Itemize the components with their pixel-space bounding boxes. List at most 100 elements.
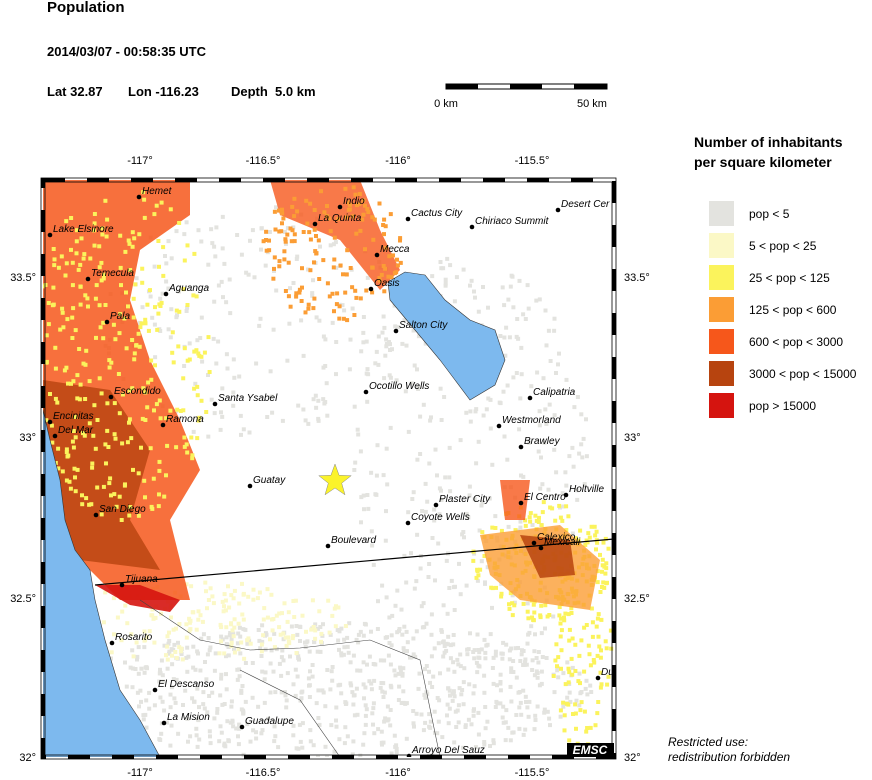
density-cell [90,465,95,470]
density-cell [442,650,447,655]
density-cell [432,709,437,714]
density-cell [379,272,384,277]
density-cell [342,645,347,650]
density-cell [308,669,312,674]
density-cell [332,749,337,754]
density-cell [198,613,203,618]
density-cell [370,543,375,548]
density-cell [405,640,410,645]
density-cell [445,611,450,616]
density-cell [383,635,388,640]
density-cell [532,673,537,678]
density-cell [365,275,370,280]
density-cell [332,235,337,240]
density-cell [311,397,316,402]
density-cell [129,632,134,637]
density-cell [532,727,537,732]
density-cell [471,558,476,563]
density-cell [195,338,200,343]
density-cell [81,431,85,436]
density-cell [170,350,175,355]
city-label: Chiriaco Summit [475,216,550,227]
city-dot [119,582,125,588]
density-cell [301,230,306,234]
lon: Lon -116.23 [128,84,199,99]
density-cell [162,494,167,499]
density-cell [589,524,594,529]
city-dot [160,422,166,428]
density-cell [235,677,240,682]
density-cell [567,627,572,632]
density-cell [385,704,390,709]
density-cell [83,293,88,298]
density-cell [325,281,330,286]
density-cell [291,733,296,738]
density-cell [53,366,58,371]
density-cell [133,667,138,671]
density-cell [369,629,373,634]
footer: redistribution forbidden [668,750,790,764]
density-cell [204,589,208,594]
city-label: Aguanga [168,283,209,294]
density-cell [411,721,416,726]
density-cell [173,700,178,705]
density-cell [530,668,535,672]
density-cell [83,362,88,367]
density-cell [294,291,299,296]
density-cell [141,386,146,391]
density-cell [510,613,515,618]
density-cell [495,683,499,688]
density-cell [136,471,141,476]
density-cell [351,214,355,219]
density-cell [295,209,300,214]
density-cell [208,645,213,650]
density-cell [330,665,335,669]
density-cell [345,635,350,640]
density-cell [111,596,116,601]
density-cell [526,616,531,621]
density-cell [237,374,242,379]
density-cell [274,288,279,293]
density-cell [383,245,388,250]
density-cell [468,419,473,424]
density-cell [558,708,563,713]
density-cell [240,581,244,586]
density-cell [223,598,228,603]
density-cell [540,655,545,659]
map-frame [41,178,616,759]
density-cell [231,403,236,408]
density-cell [581,436,586,441]
density-cell [164,653,168,658]
density-cell [112,492,117,497]
density-cell [552,447,557,452]
density-cell [280,211,285,216]
density-cell [142,638,147,643]
density-cell [376,727,381,732]
density-cell [584,417,588,422]
density-cell [365,367,370,372]
density-cell [380,689,385,694]
density-cell [266,716,271,721]
density-cell [518,700,523,705]
density-cell [214,225,219,230]
density-cell [174,308,179,313]
density-cell [307,683,312,688]
density-cell [235,641,240,646]
density-cell [184,655,189,660]
density-cell [582,482,587,487]
density-cell [500,285,505,290]
legend-label: 3000 < pop < 15000 [749,367,857,381]
density-cell [452,299,457,304]
density-cell [488,632,493,637]
density-cell [134,343,139,348]
density-cell [292,214,297,219]
density-cell [175,407,180,412]
density-cell [84,348,89,353]
density-cell [274,613,279,618]
density-cell [575,395,580,399]
density-cell [422,625,427,629]
density-cell [476,648,481,652]
density-cell [476,655,481,660]
density-cell [71,429,76,433]
density-cell [56,446,61,451]
